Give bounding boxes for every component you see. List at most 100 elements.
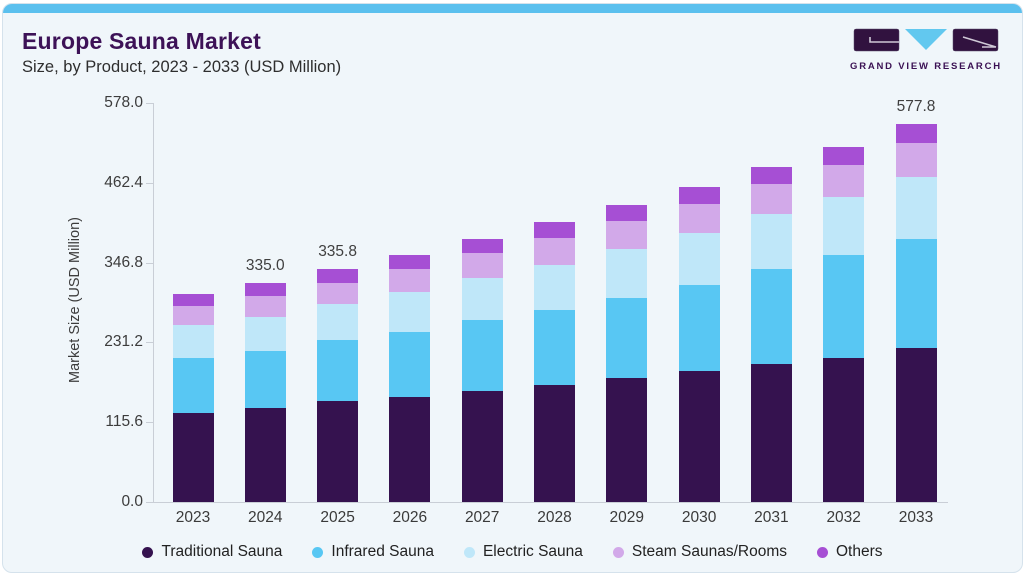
bar-2030-segment-electric-sauna xyxy=(678,232,720,285)
legend-item-infrared-sauna: Infrared Sauna xyxy=(312,543,434,561)
y-tick-mark xyxy=(146,422,153,424)
x-tick-label: 2031 xyxy=(754,509,789,526)
bar-2031-segment-electric-sauna xyxy=(750,214,792,270)
page-title: Europe Sauna Market xyxy=(22,28,261,54)
legend-label: Others xyxy=(835,543,883,560)
bar-2027-segment-steam-saunas-rooms xyxy=(461,253,503,278)
bar-2025-segment-infrared-sauna xyxy=(317,340,359,401)
bar-2028-segment-electric-sauna xyxy=(534,264,575,310)
y-tick-label: 115.6 xyxy=(105,413,143,431)
bar-2025-segment-others xyxy=(317,269,359,283)
chart-plot-area: Market Size (USD Million) 0.0 115.6 231.2 3… xyxy=(3,4,1022,572)
brand-logo-mark xyxy=(853,28,999,52)
legend-dot xyxy=(463,546,475,558)
bar-2027-segment-others xyxy=(461,239,503,254)
bar-2026-segment-traditional-sauna xyxy=(389,397,431,502)
bar-data-label: 335.8 xyxy=(318,243,357,261)
x-tick-label: 2029 xyxy=(609,509,645,526)
bar-2027-segment-electric-sauna xyxy=(461,277,503,321)
bar-2030-segment-traditional-sauna xyxy=(678,370,720,502)
bar-data-label: 335.0 xyxy=(245,257,285,275)
bar-2033-segment-steam-saunas-rooms xyxy=(895,142,937,177)
bar-2030-segment-steam-saunas-rooms xyxy=(678,203,720,233)
bar-2032-segment-steam-saunas-rooms xyxy=(823,164,865,197)
bar-data-label: 577.8 xyxy=(896,97,936,115)
x-tick-label: 2026 xyxy=(392,509,428,526)
y-tick-mark xyxy=(146,502,153,503)
x-tick-label: 2032 xyxy=(826,509,861,526)
legend-dot xyxy=(142,546,154,558)
legend-item-electric-sauna: Electric Sauna xyxy=(463,543,583,561)
bar-2027-segment-traditional-sauna xyxy=(461,390,503,502)
bar-2031-segment-infrared-sauna xyxy=(750,269,792,365)
legend-label: Infrared Sauna xyxy=(331,543,434,560)
x-axis-line xyxy=(153,502,948,503)
bar-2028-segment-others xyxy=(534,221,575,238)
bar-2028-segment-infrared-sauna xyxy=(534,309,575,385)
x-tick-label: 2033 xyxy=(898,509,934,526)
bar-2032-segment-others xyxy=(823,146,865,165)
bar-2027-segment-infrared-sauna xyxy=(461,320,503,391)
bar-2026-segment-electric-sauna xyxy=(389,292,431,332)
y-tick-label: 0.0 xyxy=(121,493,143,510)
brand-logo-text: GRAND VIEW RESEARCH xyxy=(850,61,1002,72)
y-tick-label: 231.2 xyxy=(104,333,143,351)
bar-2026-segment-steam-saunas-rooms xyxy=(389,269,431,293)
x-tick-label: 2030 xyxy=(681,509,717,526)
bar-2024-segment-electric-sauna xyxy=(244,316,286,352)
bar-2028-segment-steam-saunas-rooms xyxy=(534,237,575,265)
y-tick-mark xyxy=(146,342,153,344)
bar-2025-segment-traditional-sauna xyxy=(317,401,359,502)
bar-2023-segment-infrared-sauna xyxy=(172,358,214,413)
bar-2024-segment-others xyxy=(244,283,286,296)
y-tick-label: 462.4 xyxy=(104,173,143,191)
bar-2032-segment-traditional-sauna xyxy=(823,357,865,502)
bar-2033-segment-others xyxy=(895,123,937,143)
bar-2031-segment-steam-saunas-rooms xyxy=(750,184,792,215)
bar-2028-segment-traditional-sauna xyxy=(534,384,575,502)
bar-2023-segment-traditional-sauna xyxy=(172,412,214,502)
legend-label: Electric Sauna xyxy=(482,543,583,560)
bar-2024-segment-infrared-sauna xyxy=(244,351,286,408)
x-tick-label: 2024 xyxy=(248,509,283,526)
bar-2029-segment-steam-saunas-rooms xyxy=(606,220,648,249)
bar-2024-segment-steam-saunas-rooms xyxy=(244,295,286,317)
bar-2026-segment-others xyxy=(389,255,431,270)
bar-2029-segment-others xyxy=(606,204,648,221)
bar-2023-segment-others xyxy=(172,293,214,306)
legend-label: Traditional Sauna xyxy=(161,543,283,560)
bar-2025-segment-steam-saunas-rooms xyxy=(317,282,359,305)
bar-2029-segment-electric-sauna xyxy=(606,248,648,298)
bar-2033-segment-infrared-sauna xyxy=(895,239,937,349)
y-tick-label: 578.0 xyxy=(104,94,143,111)
x-tick-label: 2025 xyxy=(320,509,355,526)
y-tick-mark xyxy=(146,182,153,184)
x-tick-label: 2028 xyxy=(537,509,572,526)
bar-2031-segment-others xyxy=(750,166,792,185)
bar-2033-segment-electric-sauna xyxy=(895,176,937,240)
bar-2030-segment-others xyxy=(678,186,720,204)
legend-dot xyxy=(612,546,624,558)
legend-item-others: Others xyxy=(816,543,883,561)
bar-2025-segment-electric-sauna xyxy=(317,304,359,341)
bar-2023-segment-steam-saunas-rooms xyxy=(172,306,214,325)
bar-2024-segment-traditional-sauna xyxy=(244,407,286,502)
top-accent-bar xyxy=(3,4,1022,13)
bar-2026-segment-infrared-sauna xyxy=(389,331,431,397)
bar-2029-segment-traditional-sauna xyxy=(606,378,648,502)
page-subtitle: Size, by Product, 2023 - 2033 (USD Milli… xyxy=(22,58,342,76)
y-tick-mark xyxy=(146,262,153,264)
bar-2032-segment-infrared-sauna xyxy=(823,255,865,358)
y-tick-label: 346.8 xyxy=(104,253,143,271)
y-axis-title: Market Size (USD Million) xyxy=(67,217,83,383)
bar-2030-segment-infrared-sauna xyxy=(678,284,720,371)
bar-2031-segment-traditional-sauna xyxy=(750,364,792,502)
bar-2029-segment-infrared-sauna xyxy=(606,297,648,379)
legend-item-steam-saunas-rooms: Steam Saunas/Rooms xyxy=(612,543,787,561)
x-tick-label: 2027 xyxy=(464,509,500,526)
bar-2033-segment-traditional-sauna xyxy=(895,348,937,502)
chart-legend: Traditional Sauna Infrared Sauna Electric … xyxy=(3,543,1022,561)
bar-2032-segment-electric-sauna xyxy=(823,197,865,255)
bar-2023-segment-electric-sauna xyxy=(172,325,214,359)
legend-dot xyxy=(312,546,324,558)
